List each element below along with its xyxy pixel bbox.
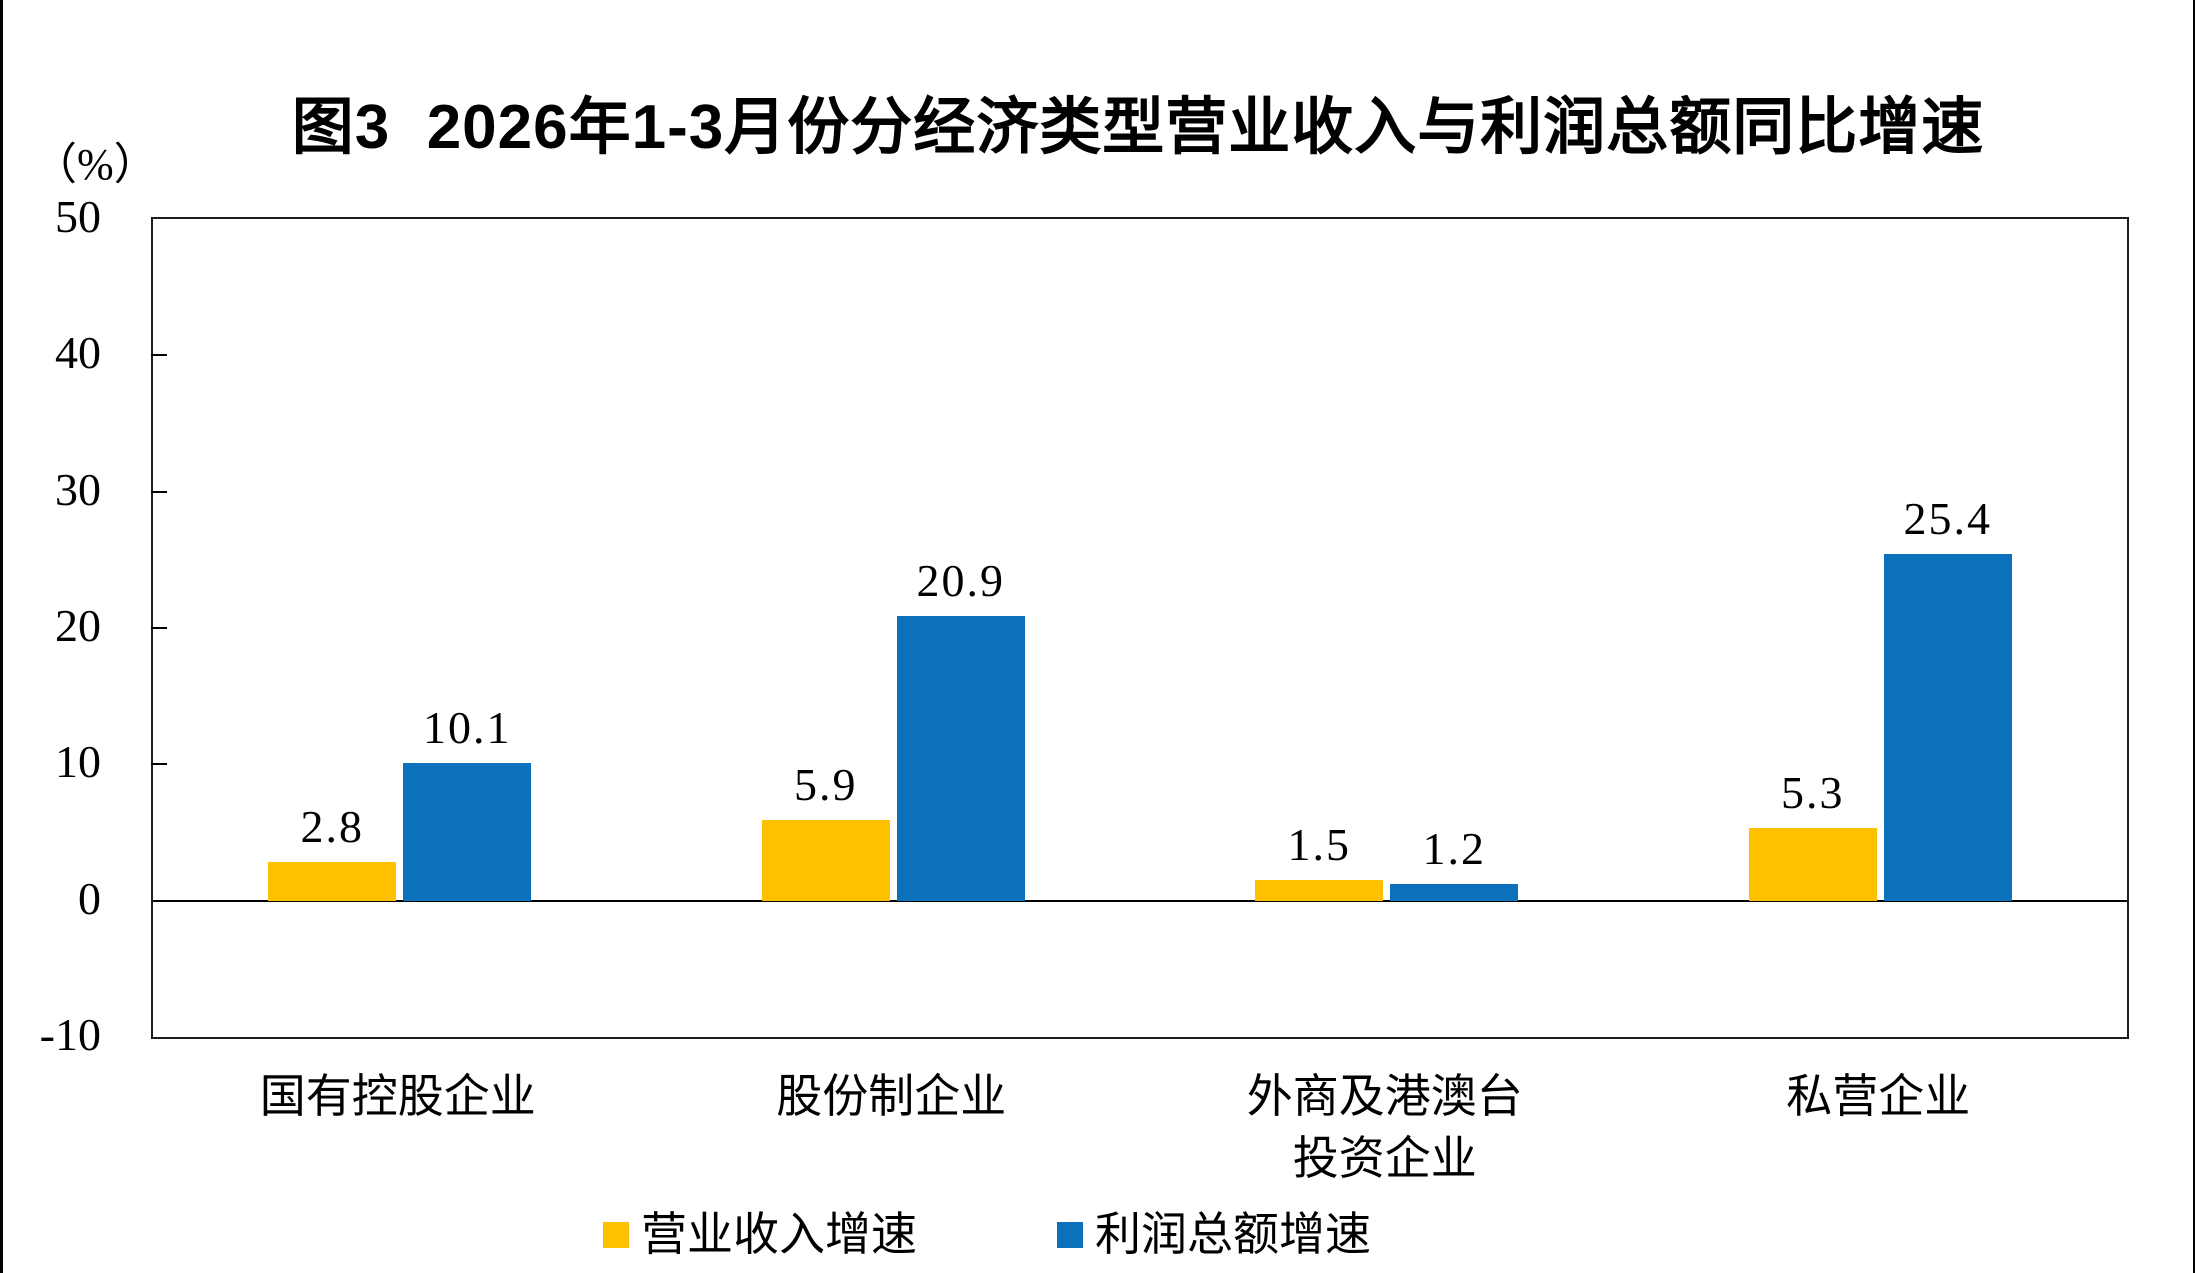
category-label-0: 国有控股企业 [259,1071,536,1122]
plot-area: 2.8 5.9 1.5 5.3 10.1 20.9 1.2 25.4 [151,217,2129,1039]
y-tick-label-50: 50 [55,191,101,242]
bar-series1-cat1 [896,615,1025,901]
bar-value-label: 5.9 [794,759,858,811]
legend-swatch-blue [1057,1222,1083,1248]
y-tick-label-10: 10 [55,736,101,788]
legend: 营业收入增速 利润总额增速 [603,1206,1371,1264]
legend-label: 营业收入增速 [641,1209,917,1260]
bar-series1-cat3 [1883,554,2012,901]
bar-series0-cat2 [1255,880,1384,901]
y-tick-label-30: 30 [55,463,101,515]
y-axis-tick-mark [151,490,167,493]
y-axis-tick-mark [151,627,167,629]
bar-series0-cat3 [1748,828,1877,901]
legend-swatch-yellow [603,1222,629,1248]
legend-label: 利润总额增速 [1095,1209,1371,1260]
bar-series1-cat2 [1390,884,1519,901]
legend-item-profit-growth: 利润总额增速 [1057,1207,1371,1263]
bar-value-label: 20.9 [916,554,1005,606]
y-axis-tick-mark [151,354,167,357]
category-label-3: 私营企业 [1786,1071,1971,1122]
y-tick-label-0: 0 [78,872,101,924]
bar-value-label: 5.3 [1781,767,1845,819]
y-tick-label--10: -10 [39,1009,101,1060]
y-axis-tick-mark [151,763,167,766]
y-tick-label-40: 40 [55,327,101,379]
bar-value-label: 10.1 [423,701,512,753]
bar-series0-cat0 [268,862,397,901]
zero-baseline [153,899,2127,902]
bar-value-label: 1.5 [1287,819,1351,871]
category-label-2: 外商及港澳台 投资企业 [1246,1071,1523,1184]
y-axis-unit-label: （%） [33,140,158,189]
bar-value-label: 25.4 [1903,493,1992,545]
chart-title: 图3 2026年1-3月份分经济类型营业收入与利润总额同比增速 [291,93,1985,162]
y-tick-label-20: 20 [55,600,101,651]
bar-value-label: 2.8 [300,801,364,853]
category-label-1: 股份制企业 [776,1071,1007,1122]
bar-series1-cat0 [403,762,532,901]
legend-item-revenue-growth: 营业收入增速 [603,1207,917,1263]
bar-value-label: 1.2 [1422,823,1486,875]
bar-series0-cat1 [761,820,890,901]
